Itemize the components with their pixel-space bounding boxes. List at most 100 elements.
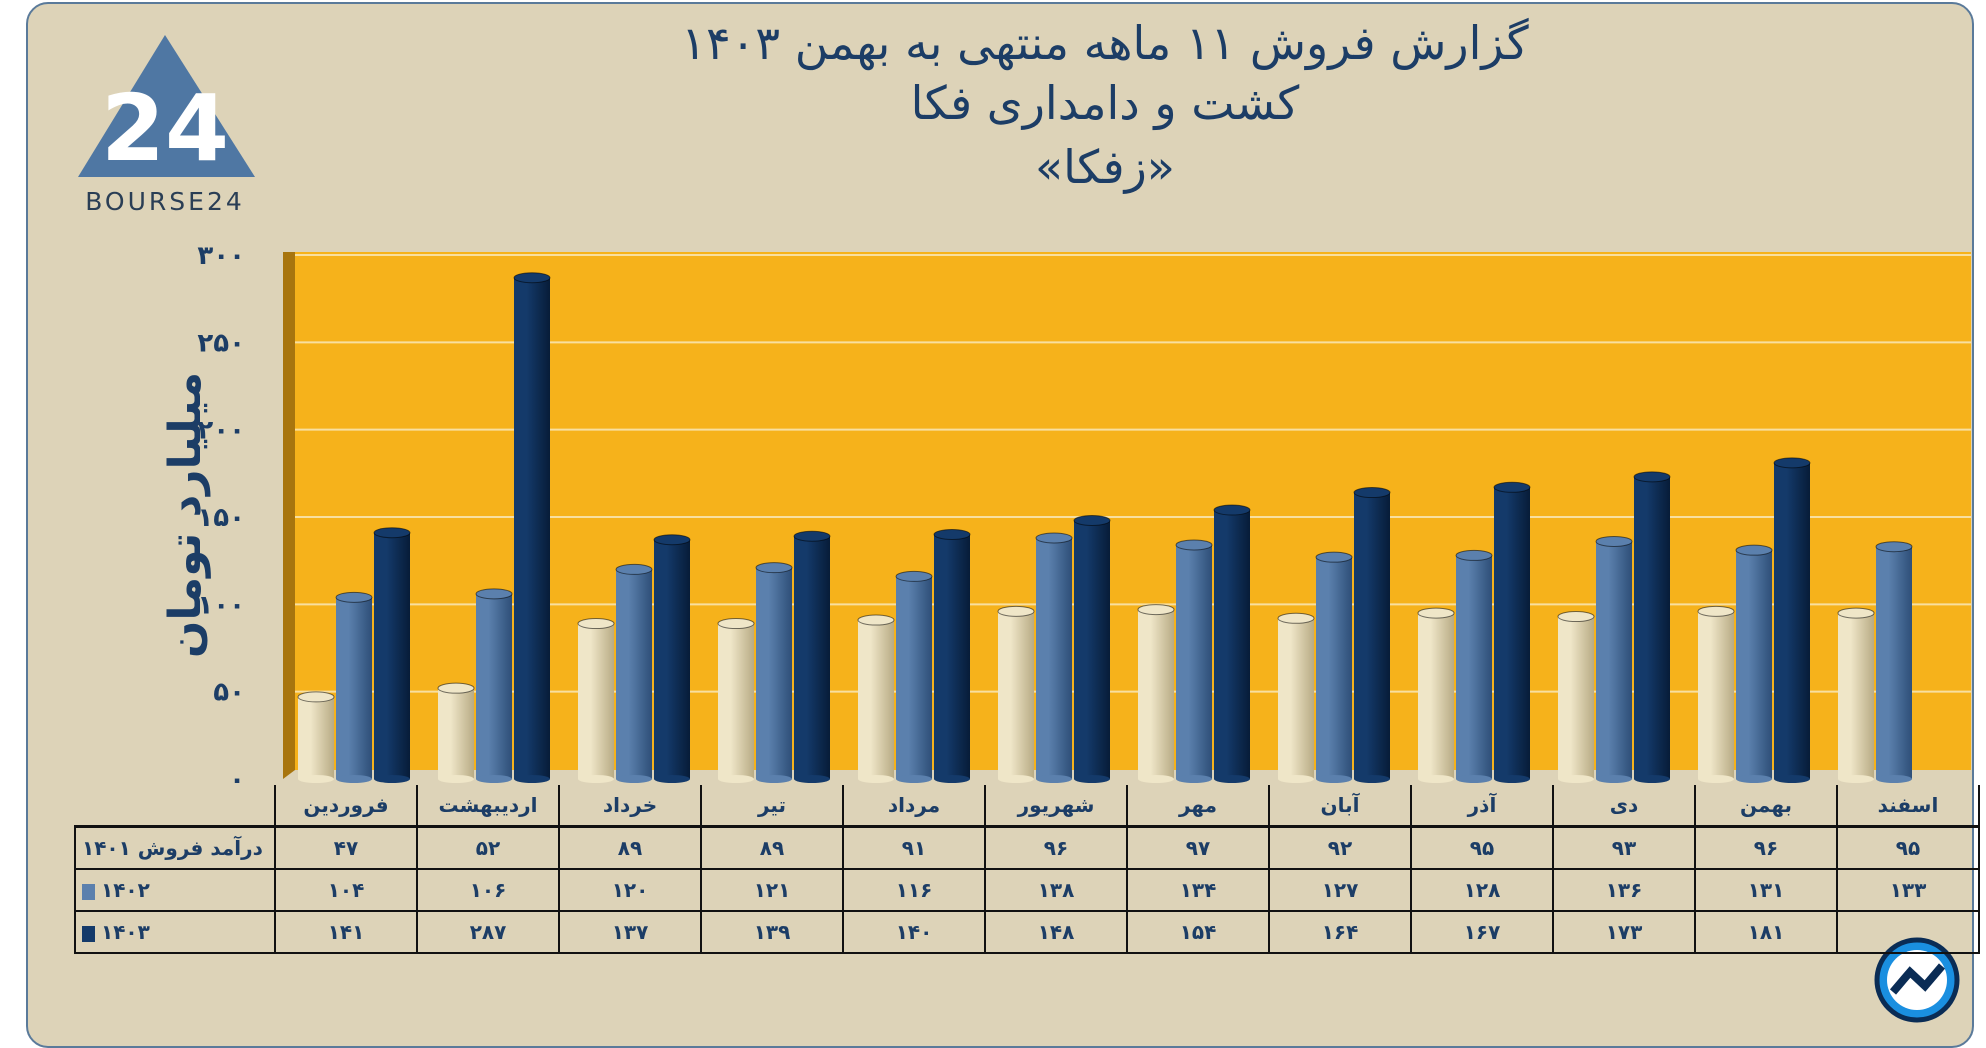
plot-area xyxy=(295,252,1971,770)
table-cell: ۹۱ xyxy=(842,825,986,870)
month-header: بهمن xyxy=(1694,785,1838,828)
company-name: کشت و دامداری فکا xyxy=(910,76,1300,130)
table-cell: ۱۰۴ xyxy=(274,868,418,912)
month-header: دی xyxy=(1552,785,1696,828)
bar-۱۴۰۳-دی xyxy=(1633,471,1671,783)
table-cell: ۱۷۳ xyxy=(1552,910,1696,954)
bar-۱۴۰۳-شهریور xyxy=(1073,514,1111,783)
month-header: خرداد xyxy=(558,785,702,828)
bar-درآمد فروش ۱۴۰۱-مهر xyxy=(1137,604,1175,783)
table-cell: ۱۶۴ xyxy=(1268,910,1412,954)
table-cell: ۱۳۹ xyxy=(700,910,844,954)
month-header: اسفند xyxy=(1836,785,1980,828)
table-cell: ۹۶ xyxy=(984,825,1128,870)
table-cell: ۱۶۷ xyxy=(1410,910,1554,954)
month-header: آذر xyxy=(1410,785,1554,828)
bar-درآمد فروش ۱۴۰۱-اسفند xyxy=(1837,607,1875,783)
table-cell: ۱۳۳ xyxy=(1836,868,1980,912)
table-cell: ۱۴۱ xyxy=(274,910,418,954)
bar-درآمد فروش ۱۴۰۱-آذر xyxy=(1417,607,1455,783)
table-cell: ۱۲۸ xyxy=(1410,868,1554,912)
month-header: آبان xyxy=(1268,785,1412,828)
table-row: ۱۴۰۲ ۱۰۴ ۱۰۶ ۱۲۰ ۱۲۱ ۱۱۶ ۱۳۸ ۱۳۴ ۱۲۷ ۱۲۸ ۱۳۶ ۱۳۱ ۱۳۳ xyxy=(74,868,1980,912)
bar-۱۴۰۲-فروردین xyxy=(335,591,373,783)
y-tick-label: ۱۵۰ xyxy=(197,503,245,533)
table-cell: ۱۳۱ xyxy=(1694,868,1838,912)
bar-درآمد فروش ۱۴۰۱-آبان xyxy=(1277,612,1315,783)
bar-۱۴۰۲-آذر xyxy=(1455,549,1493,783)
y-tick-label: ۳۰۰ xyxy=(197,241,245,271)
series-label: ۱۴۰۲ xyxy=(101,878,150,902)
bar-۱۴۰۲-اسفند xyxy=(1875,541,1913,783)
legend-swatch xyxy=(82,883,95,900)
table-cell: ۸۹ xyxy=(558,825,702,870)
table-cell: ۸۹ xyxy=(700,825,844,870)
bar-۱۴۰۳-فروردین xyxy=(373,527,411,783)
month-header: تیر xyxy=(700,785,844,828)
report-title: گزارش فروش ۱۱ ماهه منتهی به بهمن ۱۴۰۳ xyxy=(681,16,1529,70)
bar-۱۴۰۲-بهمن xyxy=(1735,544,1773,783)
table-cell: ۱۸۱ xyxy=(1694,910,1838,954)
bar-۱۴۰۲-اردیبهشت xyxy=(475,588,513,783)
table-cell: ۹۵ xyxy=(1836,825,1980,870)
bourse24-logo: 24 BOURSE24 xyxy=(78,35,255,216)
table-cell: ۹۷ xyxy=(1126,825,1270,870)
bar-۱۴۰۲-خرداد xyxy=(615,563,653,783)
table-cell: ۱۳۷ xyxy=(558,910,702,954)
table-cell: ۵۲ xyxy=(416,825,560,870)
y-tick-label: ۲۵۰ xyxy=(197,328,245,358)
bar-درآمد فروش ۱۴۰۱-خرداد xyxy=(577,618,615,783)
bar-۱۴۰۳-اردیبهشت xyxy=(513,272,551,783)
table-cell: ۱۳۴ xyxy=(1126,868,1270,912)
bar-درآمد فروش ۱۴۰۱-دی xyxy=(1557,611,1595,783)
bar-۱۴۰۲-مرداد xyxy=(895,570,933,783)
bar-درآمد فروش ۱۴۰۱-اردیبهشت xyxy=(437,682,475,783)
bar-۱۴۰۲-تیر xyxy=(755,562,793,783)
month-header: اردیبهشت xyxy=(416,785,560,828)
watermark-trend-icon xyxy=(1874,937,1960,1023)
table-cell: ۱۲۷ xyxy=(1268,868,1412,912)
bar-۱۴۰۲-شهریور xyxy=(1035,532,1073,783)
y-tick-label: ۵۰ xyxy=(213,678,245,708)
bar-۱۴۰۲-آبان xyxy=(1315,551,1353,783)
table-cell xyxy=(1836,910,1980,954)
series-label: درآمد فروش ۱۴۰۱ xyxy=(82,836,263,860)
legend-swatch xyxy=(82,925,95,942)
table-cell: ۲۸۷ xyxy=(416,910,560,954)
ticker-symbol: «زفکا» xyxy=(1035,140,1175,194)
svg-text:BOURSE24: BOURSE24 xyxy=(85,187,245,216)
month-header: فروردین xyxy=(274,785,418,828)
bar-درآمد فروش ۱۴۰۱-شهریور xyxy=(997,605,1035,783)
plot-side-wall xyxy=(283,252,295,779)
bar-درآمد فروش ۱۴۰۱-فروردین xyxy=(297,691,335,783)
bar-درآمد فروش ۱۴۰۱-تیر xyxy=(717,618,755,783)
bar-۱۴۰۳-آبان xyxy=(1353,487,1391,783)
table-cell: ۱۲۱ xyxy=(700,868,844,912)
svg-text:24: 24 xyxy=(101,75,229,182)
bar-۱۴۰۳-مرداد xyxy=(933,528,971,783)
table-cell: ۱۲۰ xyxy=(558,868,702,912)
table-cell: ۹۳ xyxy=(1552,825,1696,870)
table-cell: ۹۶ xyxy=(1694,825,1838,870)
y-axis-label: میلیارد تومان xyxy=(160,372,211,658)
bar-۱۴۰۲-دی xyxy=(1595,535,1633,783)
table-row: درآمد فروش ۱۴۰۱ ۴۷ ۵۲ ۸۹ ۸۹ ۹۱ ۹۶ ۹۷ ۹۲ ۹۵ ۹۳ ۹۶ ۹۵ xyxy=(74,825,1980,870)
table-cell: ۱۴۰ xyxy=(842,910,986,954)
y-tick-label: ۲۰۰ xyxy=(197,416,245,446)
month-header: شهریور xyxy=(984,785,1128,828)
table-cell: ۱۳۶ xyxy=(1552,868,1696,912)
table-cell: ۱۳۸ xyxy=(984,868,1128,912)
sales-table: فروردین اردیبهشت خرداد تیر مرداد شهریور مهر آبا… xyxy=(74,785,1980,954)
table-cell: ۱۵۴ xyxy=(1126,910,1270,954)
table-corner xyxy=(75,785,275,828)
table-cell: ۹۵ xyxy=(1410,825,1554,870)
month-header: مرداد xyxy=(842,785,986,828)
bar-۱۴۰۳-تیر xyxy=(793,530,831,783)
bar-۱۴۰۳-خرداد xyxy=(653,534,691,783)
month-header: مهر xyxy=(1126,785,1270,828)
table-cell: ۱۰۶ xyxy=(416,868,560,912)
bar-۱۴۰۳-مهر xyxy=(1213,504,1251,783)
y-tick-label: ۱۰۰ xyxy=(197,590,245,620)
bar-۱۴۰۳-بهمن xyxy=(1773,457,1811,783)
